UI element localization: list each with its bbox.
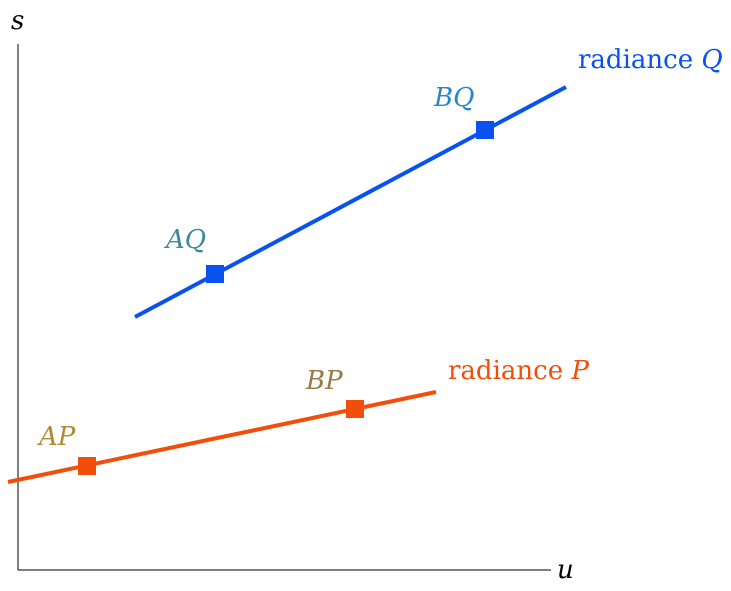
point-bp-label: BP [305, 366, 343, 396]
radiance-p-label-var: P [570, 356, 589, 386]
x-axis-label: u [557, 555, 574, 585]
point-ap-marker [78, 457, 96, 475]
point-ap-label: AP [37, 422, 76, 452]
point-bq-marker [476, 121, 494, 139]
y-axis-label: s [11, 6, 24, 36]
radiance-q-label-text: radiance [578, 45, 701, 75]
point-bp-marker [346, 400, 364, 418]
point-bq-label: BQ [433, 83, 474, 113]
radiance-p-label-text: radiance [448, 356, 571, 386]
point-aq-label: AQ [164, 225, 206, 255]
radiance-q-label-var: Q [701, 45, 722, 75]
radiance-q-line [134, 85, 567, 319]
point-aq-marker [206, 265, 224, 283]
radiance-q-label: radiance Q [578, 45, 723, 75]
radiance-p-label: radiance P [448, 356, 589, 386]
